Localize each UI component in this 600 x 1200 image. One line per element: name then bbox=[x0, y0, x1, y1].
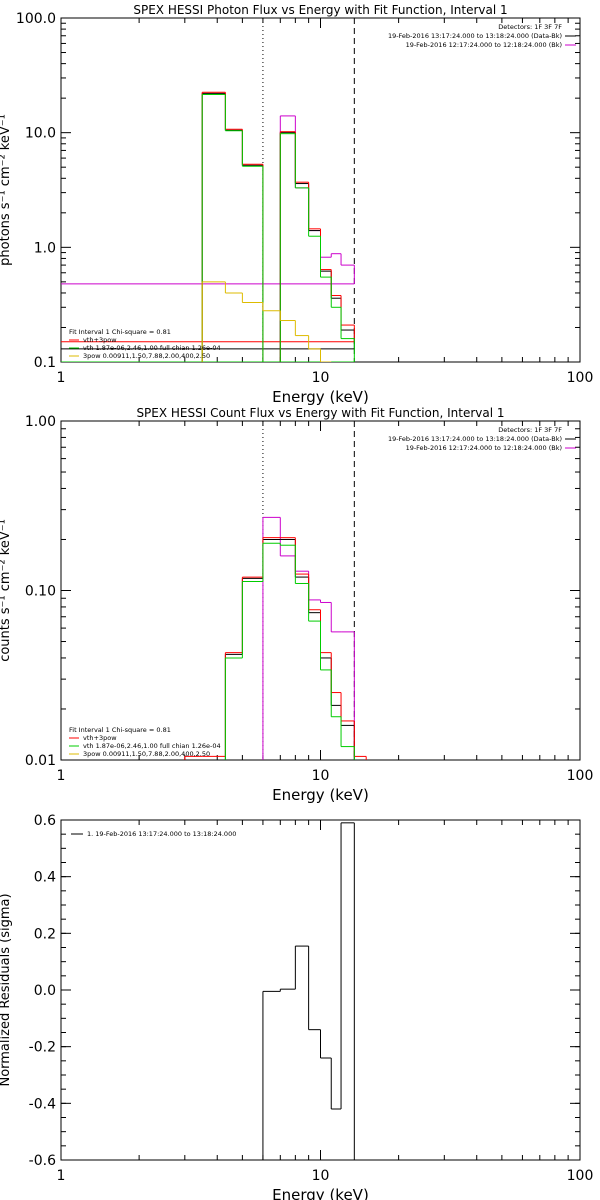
legend-top-entry: Detectors: 1F 3F 7F bbox=[498, 426, 562, 434]
series-3 bbox=[224, 542, 355, 760]
legend-top-entry: 19-Feb-2016 12:17:24.000 to 12:18:24.000… bbox=[406, 444, 562, 452]
y-axis-label: counts s⁻¹ cm⁻² keV⁻¹ bbox=[0, 519, 13, 662]
series-4 bbox=[201, 281, 332, 362]
x-tick-label: 1 bbox=[57, 1168, 66, 1184]
y-tick-label: 1.00 bbox=[25, 414, 56, 430]
legend-bottom-entry: vth 1.87e-06,2.46,1.00 full chian 1.26e-… bbox=[83, 742, 221, 750]
y-tick-label: 0.6 bbox=[34, 813, 56, 829]
plot-frame bbox=[60, 17, 581, 363]
y-tick-label: 0.2 bbox=[34, 926, 56, 942]
legend-top-entry: 19-Feb-2016 13:17:24.000 to 13:18:24.000… bbox=[388, 32, 562, 40]
series-0 bbox=[262, 822, 355, 1160]
x-axis-label: Energy (keV) bbox=[272, 1186, 369, 1200]
y-tick-label: 0.0 bbox=[34, 983, 56, 999]
legend-top-entry: 19-Feb-2016 12:17:24.000 to 12:18:24.000… bbox=[406, 41, 562, 49]
legend-top-entry: Detectors: 1F 3F 7F bbox=[498, 23, 562, 31]
series-1 bbox=[224, 538, 355, 760]
y-tick-label: -0.6 bbox=[29, 1153, 56, 1169]
x-tick-label: 100 bbox=[567, 768, 594, 784]
chart-title: SPEX HESSI Photon Flux vs Energy with Fi… bbox=[133, 3, 507, 17]
x-tick-label: 100 bbox=[567, 370, 594, 386]
legend-bottom-entry: vth+3pow bbox=[83, 734, 117, 742]
y-tick-label: 10.0 bbox=[25, 126, 56, 142]
count-flux-panel: SPEX HESSI Count Flux vs Energy with Fit… bbox=[0, 406, 593, 804]
legend-top-entry: 19-Feb-2016 13:17:24.000 to 13:18:24.000… bbox=[388, 435, 562, 443]
chart-title: SPEX HESSI Count Flux vs Energy with Fit… bbox=[136, 406, 504, 420]
legend-bottom-entry: Fit Interval 1 Chi-square = 0.81 bbox=[69, 726, 171, 734]
x-tick-label: 10 bbox=[312, 768, 330, 784]
y-axis-label: Normalized Residuals (sigma) bbox=[0, 893, 13, 1086]
photon-flux-panel: SPEX HESSI Photon Flux vs Energy with Fi… bbox=[0, 3, 593, 406]
y-tick-label: 0.1 bbox=[34, 355, 56, 371]
legend-bottom-entry: vth+3pow bbox=[83, 336, 117, 344]
x-tick-label: 1 bbox=[57, 370, 66, 386]
x-tick-label: 1 bbox=[57, 768, 66, 784]
x-axis-label: Energy (keV) bbox=[272, 786, 369, 804]
y-axis-label: photons s⁻¹ cm⁻² keV⁻¹ bbox=[0, 114, 13, 266]
y-tick-label: -0.4 bbox=[29, 1096, 56, 1112]
y-tick-label: 0.01 bbox=[25, 753, 56, 769]
plot-frame bbox=[60, 420, 581, 761]
legend-bottom-entry: 3pow 0.00911,1.50,7.88,2.00,400,2.50 bbox=[83, 750, 210, 758]
x-tick-label: 10 bbox=[312, 370, 330, 386]
series-2 bbox=[184, 537, 367, 760]
y-tick-label: 100.0 bbox=[16, 11, 56, 27]
y-tick-label: 1.0 bbox=[34, 240, 56, 256]
plot-frame bbox=[60, 819, 581, 1161]
legend-bottom-entry: 3pow 0.00911,1.50,7.88,2.00,400,2.50 bbox=[83, 352, 210, 360]
y-tick-label: 0.4 bbox=[34, 870, 56, 886]
legend-bottom-entry: vth 1.87e-06,2.46,1.00 full chian 1.26e-… bbox=[83, 344, 221, 352]
x-tick-label: 100 bbox=[567, 1168, 594, 1184]
legend-bottom-entry: Fit Interval 1 Chi-square = 0.81 bbox=[69, 328, 171, 336]
x-tick-label: 10 bbox=[312, 1168, 330, 1184]
y-tick-label: 0.10 bbox=[25, 584, 56, 600]
x-axis-label: Energy (keV) bbox=[272, 388, 369, 406]
legend-entry: 1. 19-Feb-2016 13:17:24.000 to 13:18:24.… bbox=[87, 830, 236, 838]
y-tick-label: -0.2 bbox=[29, 1040, 56, 1056]
residuals-panel: 1 10 100 -0.6 -0.4 -0.2 0.0 0.2 0.4 0.6 Energy (ke… bbox=[0, 813, 593, 1200]
